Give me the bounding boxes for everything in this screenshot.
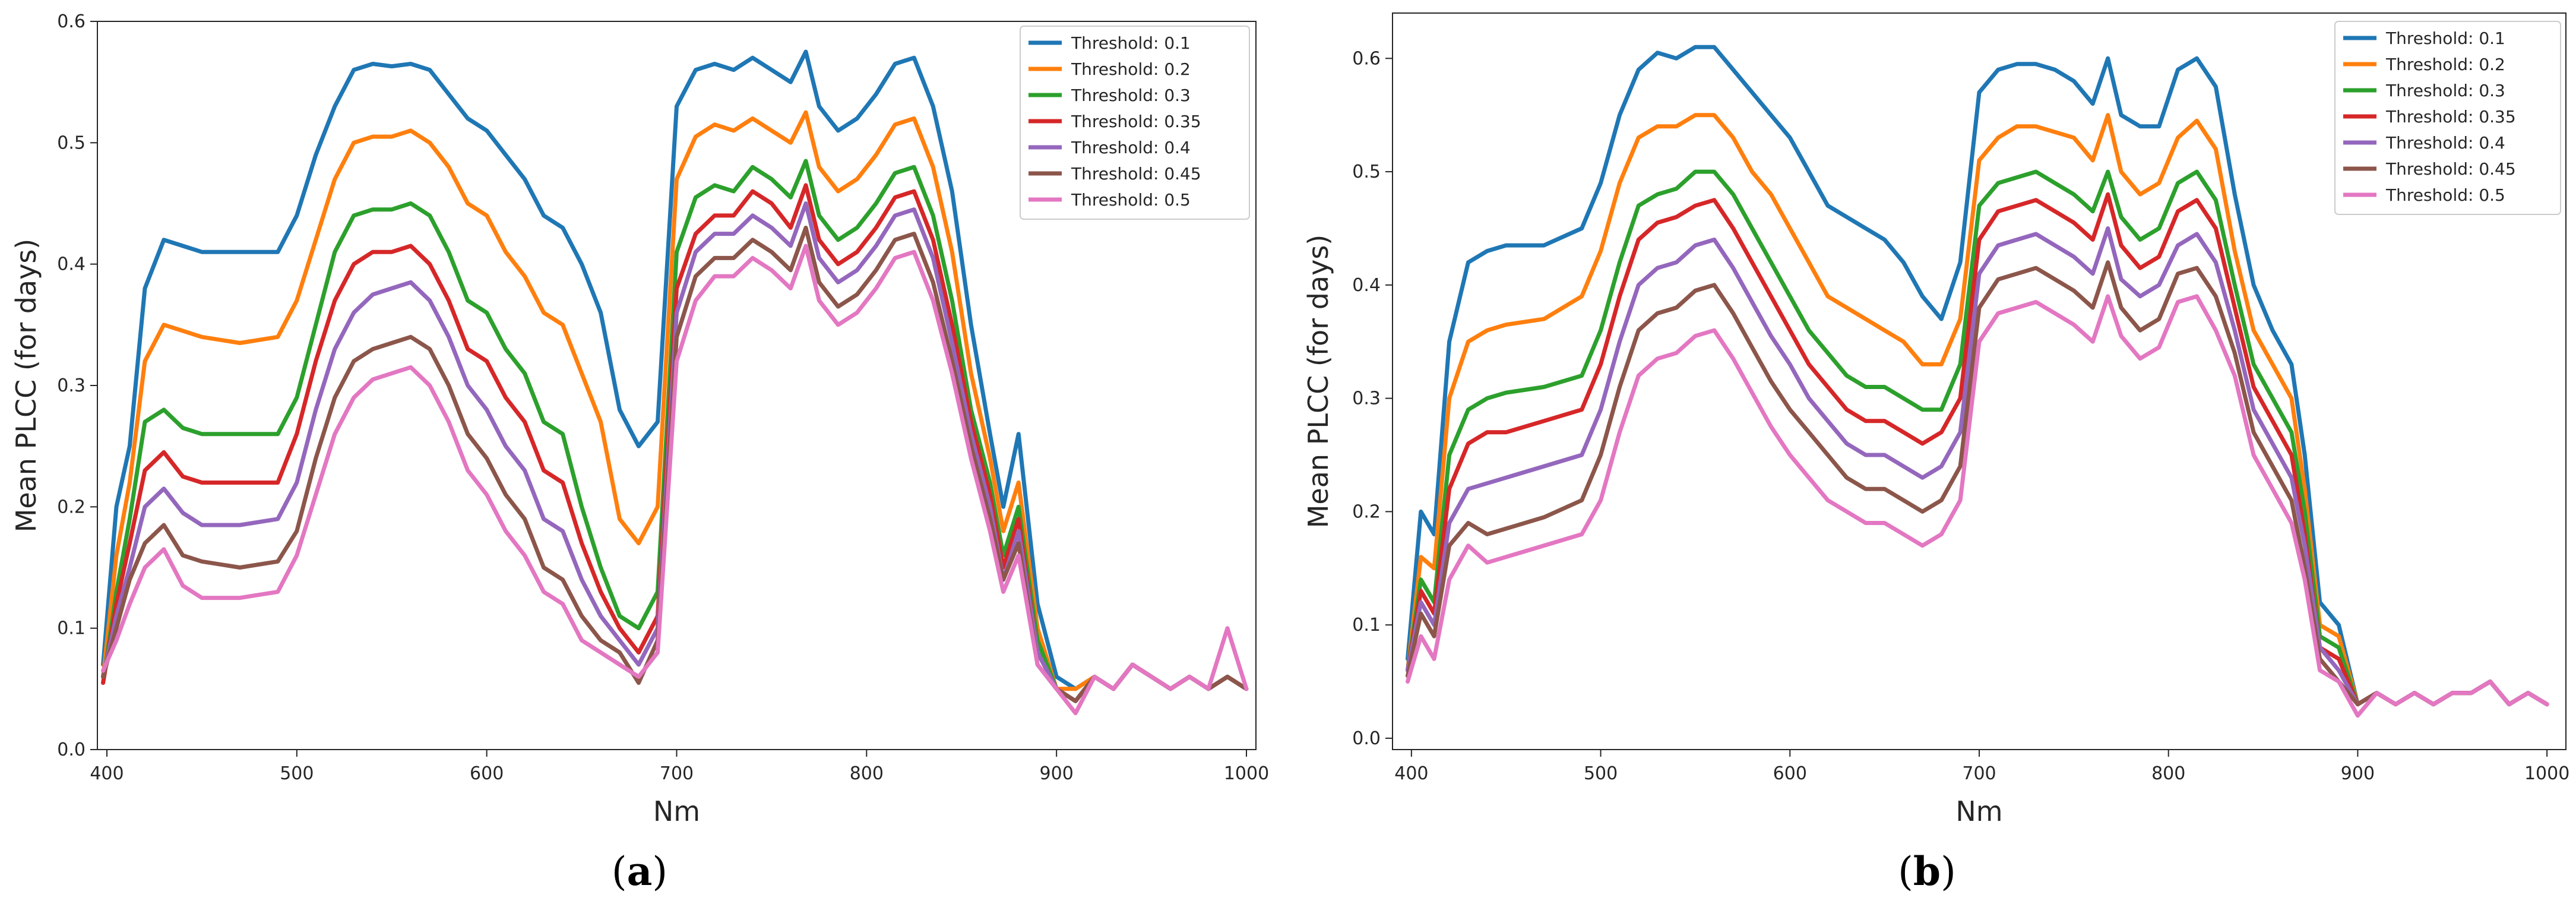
legend-label: Threshold: 0.4	[1071, 138, 1191, 157]
x-axis-title: Nm	[1955, 795, 2002, 827]
legend: Threshold: 0.1 Threshold: 0.2 Threshold: 0…	[1020, 26, 1250, 220]
y-tick-label: 0.2	[57, 497, 86, 517]
legend-box	[2334, 21, 2561, 215]
y-tick-label: 0.1	[57, 618, 86, 639]
y-tick-label: 0.2	[1352, 501, 1381, 522]
y-tick-label: 0.0	[57, 739, 86, 760]
series-lines	[101, 49, 1249, 716]
caption-open-paren: (	[612, 849, 627, 894]
x-tick-label: 400	[90, 763, 124, 784]
series-line-0	[101, 49, 1249, 691]
y-axis-title: Mean PLCC (for days)	[1302, 235, 1334, 529]
legend-label: Threshold: 0.4	[2385, 133, 2505, 153]
chart-panel-a: 400 500 600 700 800 900 1000 0.0 0.1 0.2 0.3 0.4 0.5…	[10, 11, 1269, 894]
legend-label: Threshold: 0.45	[2385, 159, 2516, 179]
caption-close-paren: )	[652, 849, 667, 894]
legend-label: Threshold: 0.1	[2385, 29, 2505, 48]
x-tick-label: 900	[1040, 763, 1074, 784]
y-tick-label: 0.5	[1352, 162, 1381, 182]
x-tick-label: 500	[280, 763, 314, 784]
caption-letter: a	[627, 848, 653, 894]
x-tick-label: 700	[660, 763, 694, 784]
legend-label: Threshold: 0.3	[2385, 81, 2505, 100]
x-tick-label: 900	[2341, 763, 2375, 784]
chart-panel-b: 400 500 600 700 800 900 1000 0.0 0.1 0.2 0.3 0.4 0.5…	[1302, 12, 2569, 894]
x-tick-label: 600	[1773, 763, 1807, 784]
y-tick-label: 0.3	[57, 375, 86, 396]
x-tick-label: 800	[850, 763, 884, 784]
y-tick-label: 0.4	[1352, 275, 1381, 296]
y-axis-title: Mean PLCC (for days)	[10, 239, 42, 533]
y-tick-label: 0.0	[1352, 728, 1381, 749]
caption-close-paren: )	[1941, 849, 1956, 894]
series-line-6	[1406, 294, 2549, 718]
caption-open-paren: (	[1898, 849, 1913, 894]
legend-label: Threshold: 0.1	[1071, 33, 1191, 53]
caption-letter: b	[1913, 848, 1941, 894]
legend-label: Threshold: 0.35	[1071, 112, 1201, 131]
x-tick-label: 600	[470, 763, 504, 784]
y-tick-label: 0.4	[57, 254, 86, 275]
series-line-6	[101, 244, 1249, 716]
x-tick-label: 1000	[2524, 763, 2569, 784]
y-tick-label: 0.6	[57, 11, 86, 32]
series-lines	[1406, 45, 2549, 718]
legend-label: Threshold: 0.35	[2385, 107, 2516, 127]
x-tick-label: 800	[2151, 763, 2185, 784]
x-tick-label: 400	[1394, 763, 1428, 784]
series-line-5	[1406, 260, 2549, 707]
x-axis-title: Nm	[653, 795, 700, 827]
x-tick-label: 500	[1584, 763, 1618, 784]
x-tick-label: 1000	[1224, 763, 1269, 784]
legend: Threshold: 0.1 Threshold: 0.2 Threshold: 0…	[2334, 21, 2561, 215]
legend-label: Threshold: 0.5	[2385, 185, 2505, 205]
legend-box	[1020, 26, 1250, 220]
legend-label: Threshold: 0.3	[1071, 86, 1191, 105]
y-tick-label: 0.5	[57, 132, 86, 153]
legend-label: Threshold: 0.45	[1071, 164, 1201, 184]
x-tick-label: 700	[1962, 763, 1996, 784]
panel-caption: (b)	[1898, 848, 1956, 894]
legend-label: Threshold: 0.2	[1071, 59, 1191, 79]
legend-label: Threshold: 0.2	[2385, 55, 2505, 74]
y-tick-label: 0.3	[1352, 388, 1381, 409]
panel-caption: (a)	[612, 848, 667, 894]
y-tick-label: 0.1	[1352, 615, 1381, 636]
y-tick-label: 0.6	[1352, 48, 1381, 69]
legend-label: Threshold: 0.5	[1071, 190, 1191, 210]
